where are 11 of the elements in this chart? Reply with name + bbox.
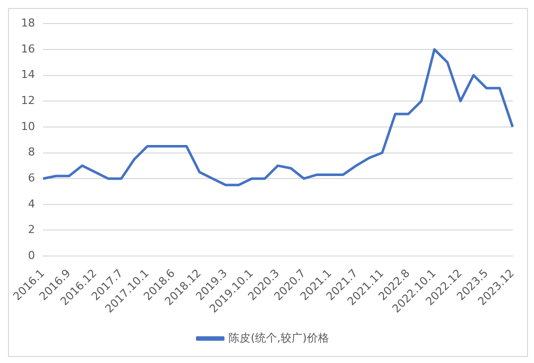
- y-tick-label: 2: [28, 223, 35, 236]
- y-tick-label: 0: [28, 248, 35, 262]
- y-tick-label: 12: [20, 94, 35, 107]
- y-tick-label: 8: [28, 146, 35, 159]
- y-tick-label: 18: [20, 16, 35, 30]
- legend-label: 陈皮(统个,较广)价格: [228, 331, 329, 344]
- y-tick-label: 16: [20, 42, 35, 56]
- y-tick-label: 4: [28, 197, 35, 210]
- y-tick-label: 14: [20, 68, 35, 82]
- y-tick-label: 10: [20, 120, 35, 133]
- y-tick-label: 6: [28, 171, 35, 184]
